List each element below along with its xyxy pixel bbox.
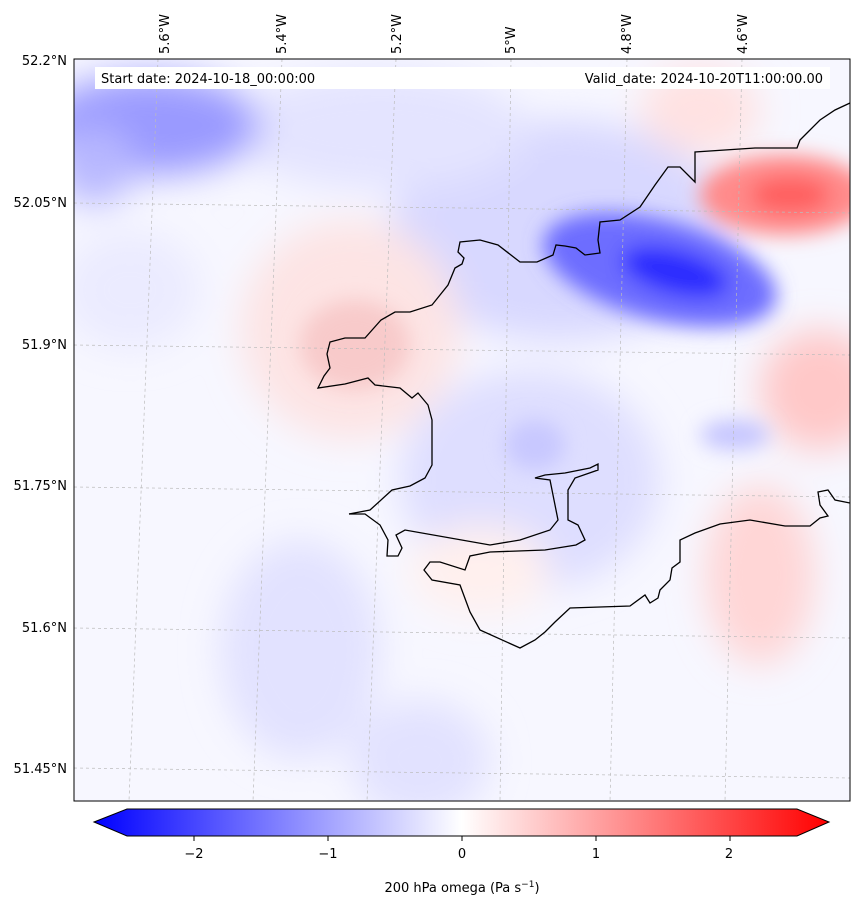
info-box bbox=[95, 67, 830, 89]
lat-tick-label: 52.2°N bbox=[22, 54, 67, 69]
colorbar-body bbox=[92, 808, 831, 837]
colorbar-label-sup: −1 bbox=[521, 880, 534, 890]
lat-tick-label: 51.6°N bbox=[22, 621, 67, 636]
coastline-north bbox=[316, 102, 850, 515]
lat-tick-label: 51.75°N bbox=[14, 479, 67, 494]
colorbar-ticks bbox=[193, 836, 731, 841]
colorbar-label-end: ) bbox=[534, 881, 539, 896]
colorbar-tick-label: 2 bbox=[725, 847, 733, 862]
lat-tick-labels: 52.2°N 52.05°N 51.9°N 51.75°N 51.6°N 51.… bbox=[14, 54, 67, 777]
lon-tick-labels: 5.6°W 5.4°W 5.2°W 5°W 4.8°W 4.6°W bbox=[158, 14, 751, 54]
omega-field bbox=[74, 59, 850, 801]
lat-tick-label: 51.45°N bbox=[14, 762, 67, 777]
colorbar-label-main: 200 hPa omega (Pa s bbox=[384, 881, 521, 896]
lat-tick-label: 52.05°N bbox=[14, 196, 67, 211]
lon-tick-label: 4.6°W bbox=[736, 14, 751, 54]
lon-tick-label: 5.2°W bbox=[390, 14, 405, 54]
graticule bbox=[74, 59, 850, 801]
colorbar-tick-label: −2 bbox=[184, 847, 203, 862]
lon-tick-label: 5°W bbox=[504, 26, 519, 54]
map-frame bbox=[73, 58, 851, 802]
lon-tick-label: 5.6°W bbox=[158, 14, 173, 54]
valid-date-text: Valid_date: 2024-10-20T11:00:00.00 bbox=[585, 72, 823, 87]
colorbar-tick-label: −1 bbox=[318, 847, 337, 862]
lat-tick-label: 51.9°N bbox=[22, 338, 67, 353]
colorbar-tick-label: 0 bbox=[458, 847, 466, 862]
coastline bbox=[316, 102, 850, 649]
lon-tick-label: 5.4°W bbox=[275, 14, 290, 54]
colorbar-axis-label: 200 hPa omega (Pa s−1) bbox=[384, 880, 539, 896]
colorbar-tick-label: 1 bbox=[592, 847, 600, 862]
start-date-text: Start date: 2024-10-18_00:00:00 bbox=[101, 72, 315, 87]
colorbar: −2 −1 0 1 2 200 hPa omega (Pa s−1) bbox=[92, 808, 831, 896]
lon-tick-label: 4.8°W bbox=[620, 14, 635, 54]
coastline-milford-haven bbox=[349, 462, 850, 649]
